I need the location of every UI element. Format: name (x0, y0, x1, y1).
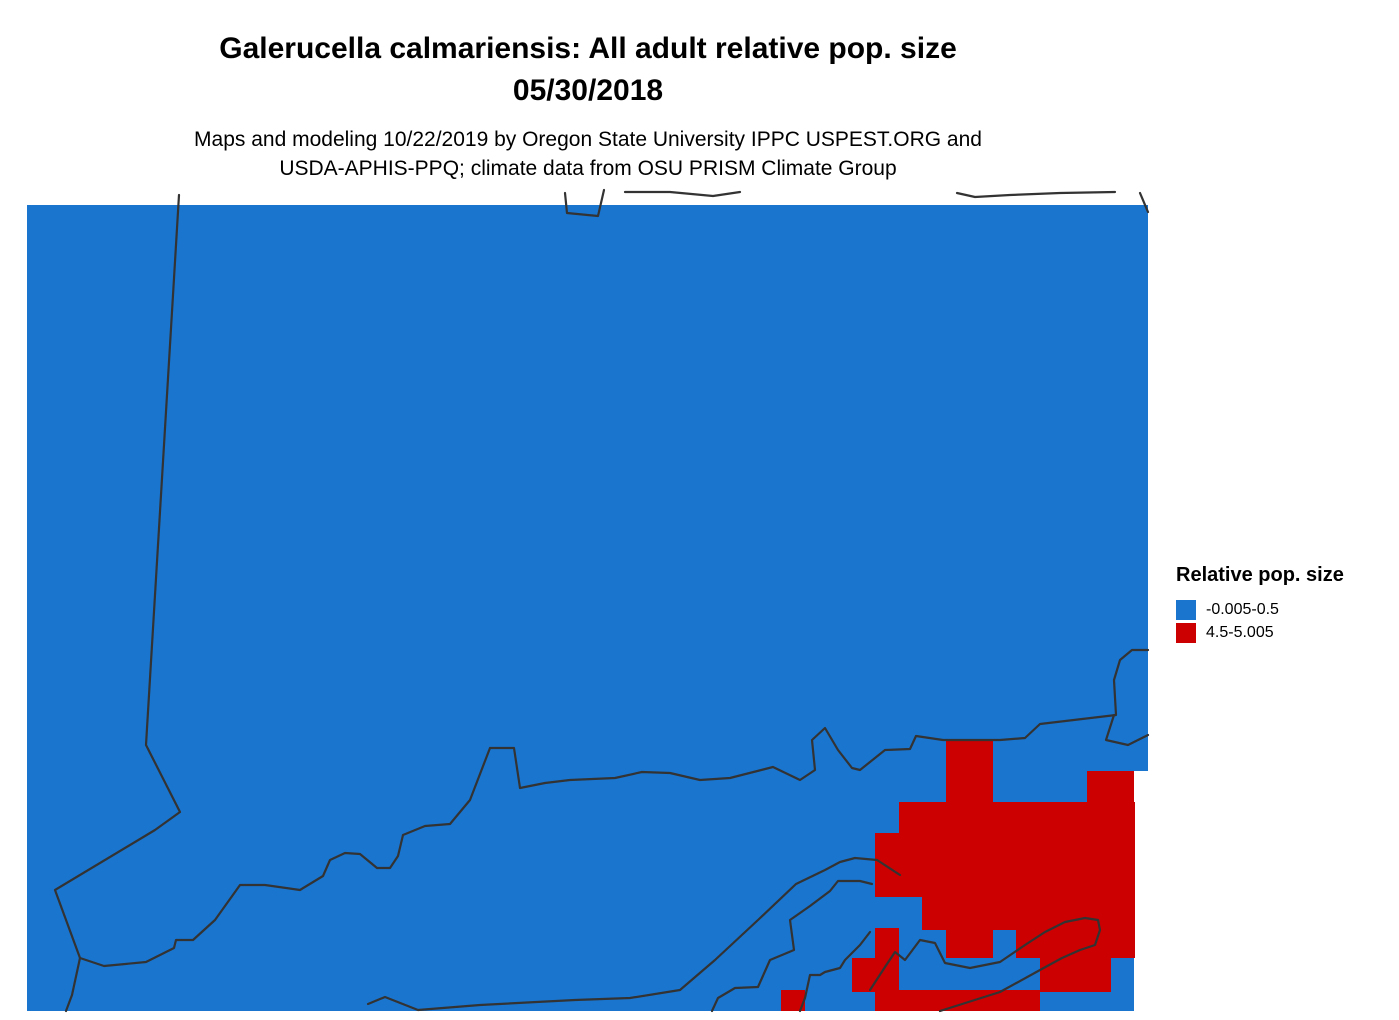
boundary-southeast-river (366, 856, 902, 1012)
legend-swatch-low (1176, 599, 1196, 620)
boundary-north-2 (623, 190, 742, 198)
legend-label-high: 4.5-5.005 (1206, 623, 1274, 641)
no-data-area (1134, 771, 1164, 1011)
map-date: 05/30/2018 (512, 74, 664, 107)
legend-item-low: -0.005-0.5 (1176, 598, 1391, 621)
map-credit-line-1: Maps and modeling 10/22/2019 by Oregon S… (194, 128, 982, 151)
legend-item-high: 4.5-5.005 (1176, 621, 1391, 644)
legend-title: Relative pop. size (1176, 564, 1344, 586)
boundary-east-inner (1104, 713, 1150, 747)
raster-high (781, 740, 1135, 1011)
boundary-lines (53, 188, 1150, 1013)
boundary-southeast-3 (798, 930, 872, 1013)
map-title: Galerucella calmariensis: All adult rela… (219, 32, 957, 65)
boundary-south-inner (78, 648, 1150, 968)
map-credit-line-2: USDA-APHIS-PPQ; climate data from OSU PR… (279, 157, 897, 180)
legend: Relative pop. size -0.005-0.5 4.5-5.005 (1176, 561, 1391, 644)
legend-label-low: -0.005-0.5 (1206, 600, 1279, 618)
legend-swatch-high (1176, 622, 1196, 643)
boundary-southeast-2 (710, 879, 874, 1013)
boundary-north-3 (955, 190, 1117, 199)
boundary-north-1 (563, 188, 606, 218)
boundary-northeast (1138, 191, 1150, 214)
boundary-west (53, 193, 182, 1013)
boundary-south-coast (868, 916, 1102, 1013)
